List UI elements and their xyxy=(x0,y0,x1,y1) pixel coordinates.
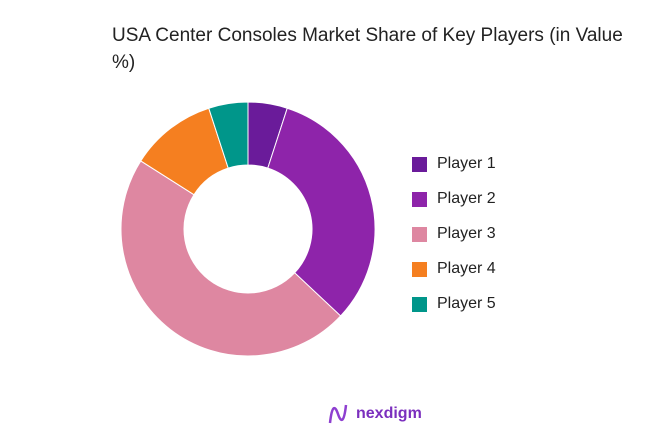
legend-item: Player 5 xyxy=(412,295,496,313)
legend-item: Player 3 xyxy=(412,225,496,243)
legend-swatch xyxy=(412,191,427,207)
slice-player-3 xyxy=(120,160,342,357)
legend-label: Player 3 xyxy=(437,225,496,242)
legend-item: Player 1 xyxy=(412,155,496,173)
logo-text: nexdigm xyxy=(356,405,422,422)
legend-label: Player 5 xyxy=(437,295,496,312)
legend-swatch xyxy=(412,226,427,242)
legend-swatch xyxy=(412,296,427,312)
legend-swatch xyxy=(412,261,427,277)
nexdigm-logo: nexdigm xyxy=(328,403,422,425)
legend-item: Player 2 xyxy=(412,190,496,208)
chart-title: USA Center Consoles Market Share of Key … xyxy=(112,25,623,73)
legend-swatch xyxy=(412,156,427,172)
slice-player-5 xyxy=(208,101,249,169)
slice-player-2 xyxy=(267,107,376,317)
legend-item: Player 4 xyxy=(412,260,496,278)
legend-label: Player 4 xyxy=(437,260,496,277)
legend-label: Player 2 xyxy=(437,190,496,207)
logo-wave-icon xyxy=(328,404,348,424)
legend-label: Player 1 xyxy=(437,155,496,172)
